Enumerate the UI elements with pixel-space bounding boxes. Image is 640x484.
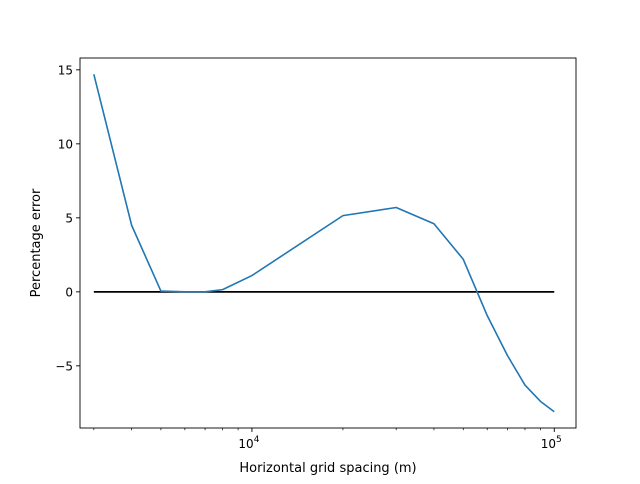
y-axis-ticks: 15 10 5 0 −5 xyxy=(55,63,80,373)
x-tick-label-exponent: 4 xyxy=(254,435,260,445)
series-line-0 xyxy=(93,74,555,413)
plot-frame xyxy=(79,57,577,429)
x-axis-ticks: 104 105 xyxy=(93,428,562,451)
y-tick-label: 0 xyxy=(65,285,73,299)
plot-layer xyxy=(93,74,555,413)
x-tick-label-base: 10 xyxy=(541,437,556,451)
y-tick-label: 15 xyxy=(58,63,73,77)
x-tick-label-base: 10 xyxy=(238,437,253,451)
y-tick-label: −5 xyxy=(55,359,73,373)
y-axis-label: Percentage error xyxy=(29,188,44,297)
y-tick-label: 5 xyxy=(65,211,73,225)
y-tick-label: 10 xyxy=(58,137,73,151)
x-tick-label-exponent: 5 xyxy=(556,435,562,445)
x-tick-label: 104 xyxy=(238,435,259,451)
x-tick-label: 105 xyxy=(541,435,562,451)
x-axis-label: Horizontal grid spacing (m) xyxy=(239,461,416,476)
